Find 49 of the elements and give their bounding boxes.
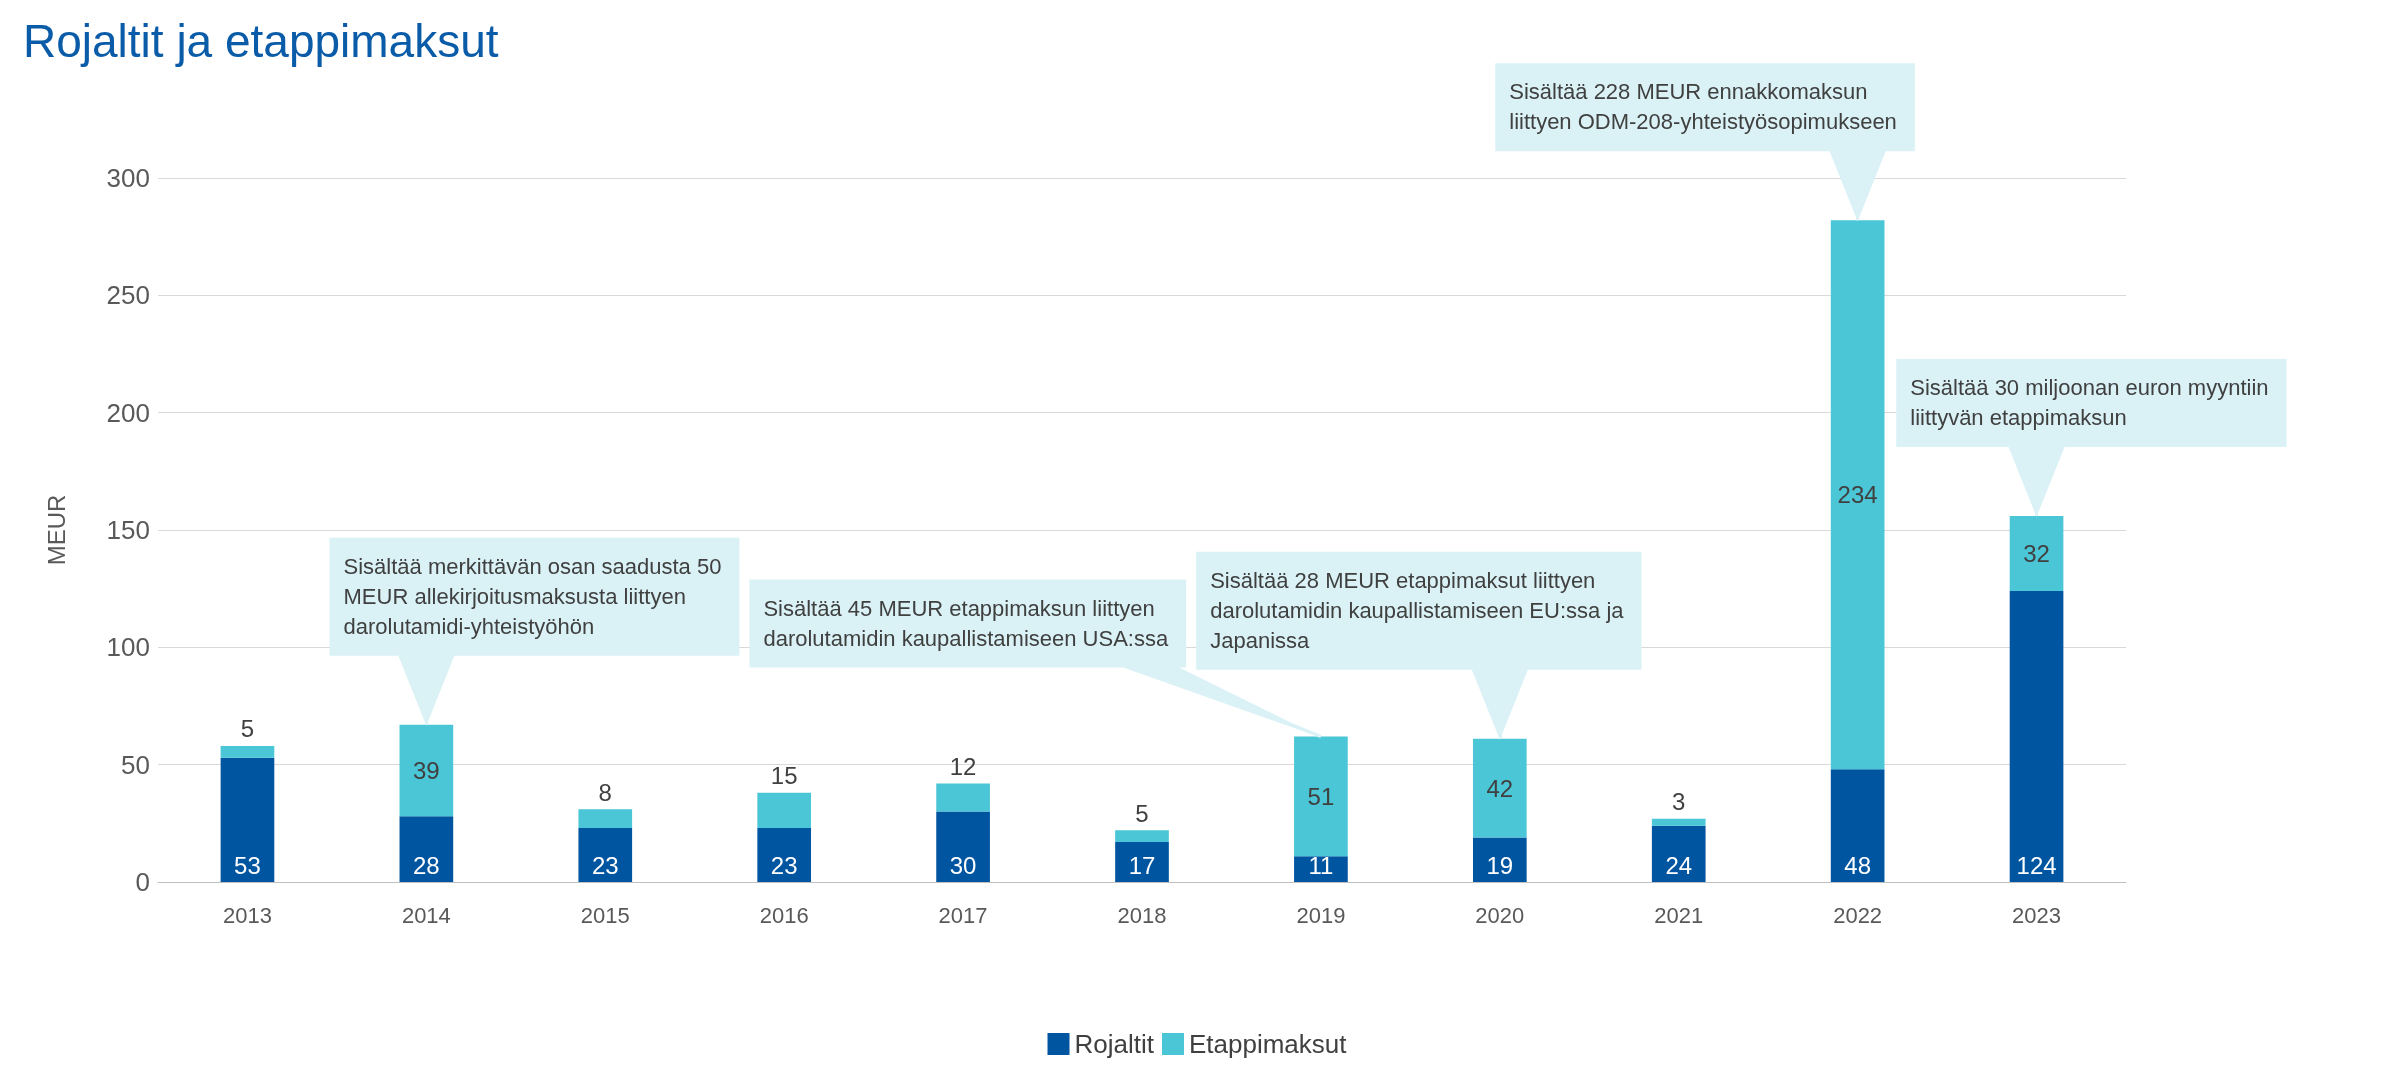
data-label: 124 <box>2016 851 2057 879</box>
data-label: 17 <box>1128 851 1156 879</box>
x-tick-label: 2023 <box>2012 902 2062 928</box>
data-label: 19 <box>1486 851 1514 879</box>
data-label: 23 <box>770 851 798 879</box>
y-tick-label: 200 <box>106 397 150 428</box>
data-label: 12 <box>949 752 977 780</box>
data-label: 51 <box>1307 782 1335 810</box>
data-label: 32 <box>2023 539 2050 567</box>
x-tick-label: 2021 <box>1654 902 1704 928</box>
x-tick-label: 2022 <box>1833 902 1883 928</box>
data-label: 8 <box>598 778 612 806</box>
annotation: Sisältää 28 MEUR etappimaksut liittyen darolutamidin kaupallistamiseen EU:ssa ja Japanissa <box>1209 566 1625 655</box>
data-label: 48 <box>1844 851 1871 879</box>
data-label: 24 <box>1665 851 1693 879</box>
annotation: Sisältää merkittävän osan saadusta 50 MEUR allekirjoitusmaksusta liittyen darolutamidi-yhteistyöhön <box>342 552 723 641</box>
y-tick-label: 100 <box>106 632 150 663</box>
annotation: Sisältää 228 MEUR ennakkomaksun liittyen ODM-208-yhteistyösopimukseen <box>1508 78 1898 137</box>
data-label: 3 <box>1672 788 1686 816</box>
y-tick-label: 150 <box>106 515 150 545</box>
annotation: Sisältää 45 MEUR etappimaksun liittyen darolutamidin kaupallistamiseen USA:ssa <box>762 594 1170 653</box>
annotation: Sisältää 30 miljoonan euron myyntiin liittyvän etappimaksun <box>1909 373 2270 432</box>
x-tick-label: 2018 <box>1117 902 1167 928</box>
data-label: 5 <box>240 715 255 743</box>
data-label: 5 <box>1135 799 1149 827</box>
x-tick-label: 2015 <box>580 902 630 928</box>
y-tick-label: 50 <box>121 749 150 780</box>
x-tick-label: 2013 <box>222 902 272 928</box>
chart-title: Rojaltit ja etappimaksut <box>23 15 499 67</box>
x-tick-label: 2019 <box>1296 902 1346 928</box>
data-label: 28 <box>413 851 440 879</box>
legend-label: Rojaltit <box>1074 1029 1155 1059</box>
data-label: 30 <box>949 851 977 879</box>
data-label: 39 <box>413 757 440 785</box>
x-tick-label: 2020 <box>1475 902 1525 928</box>
data-label: 11 <box>1308 851 1334 879</box>
y-tick-label: 0 <box>135 867 150 897</box>
x-tick-label: 2014 <box>401 902 451 928</box>
data-label: 53 <box>234 851 261 879</box>
data-label: 234 <box>1837 481 1878 509</box>
x-tick-label: 2016 <box>759 902 809 928</box>
y-axis-title: MEUR <box>42 494 70 566</box>
x-tick-label: 2017 <box>938 902 988 928</box>
y-tick-label: 250 <box>106 280 150 311</box>
data-label: 23 <box>591 851 619 879</box>
data-label: 15 <box>770 762 798 790</box>
y-tick-label: 300 <box>106 163 150 193</box>
data-label: 42 <box>1486 774 1514 802</box>
legend-label: Etappimaksut <box>1188 1029 1348 1059</box>
